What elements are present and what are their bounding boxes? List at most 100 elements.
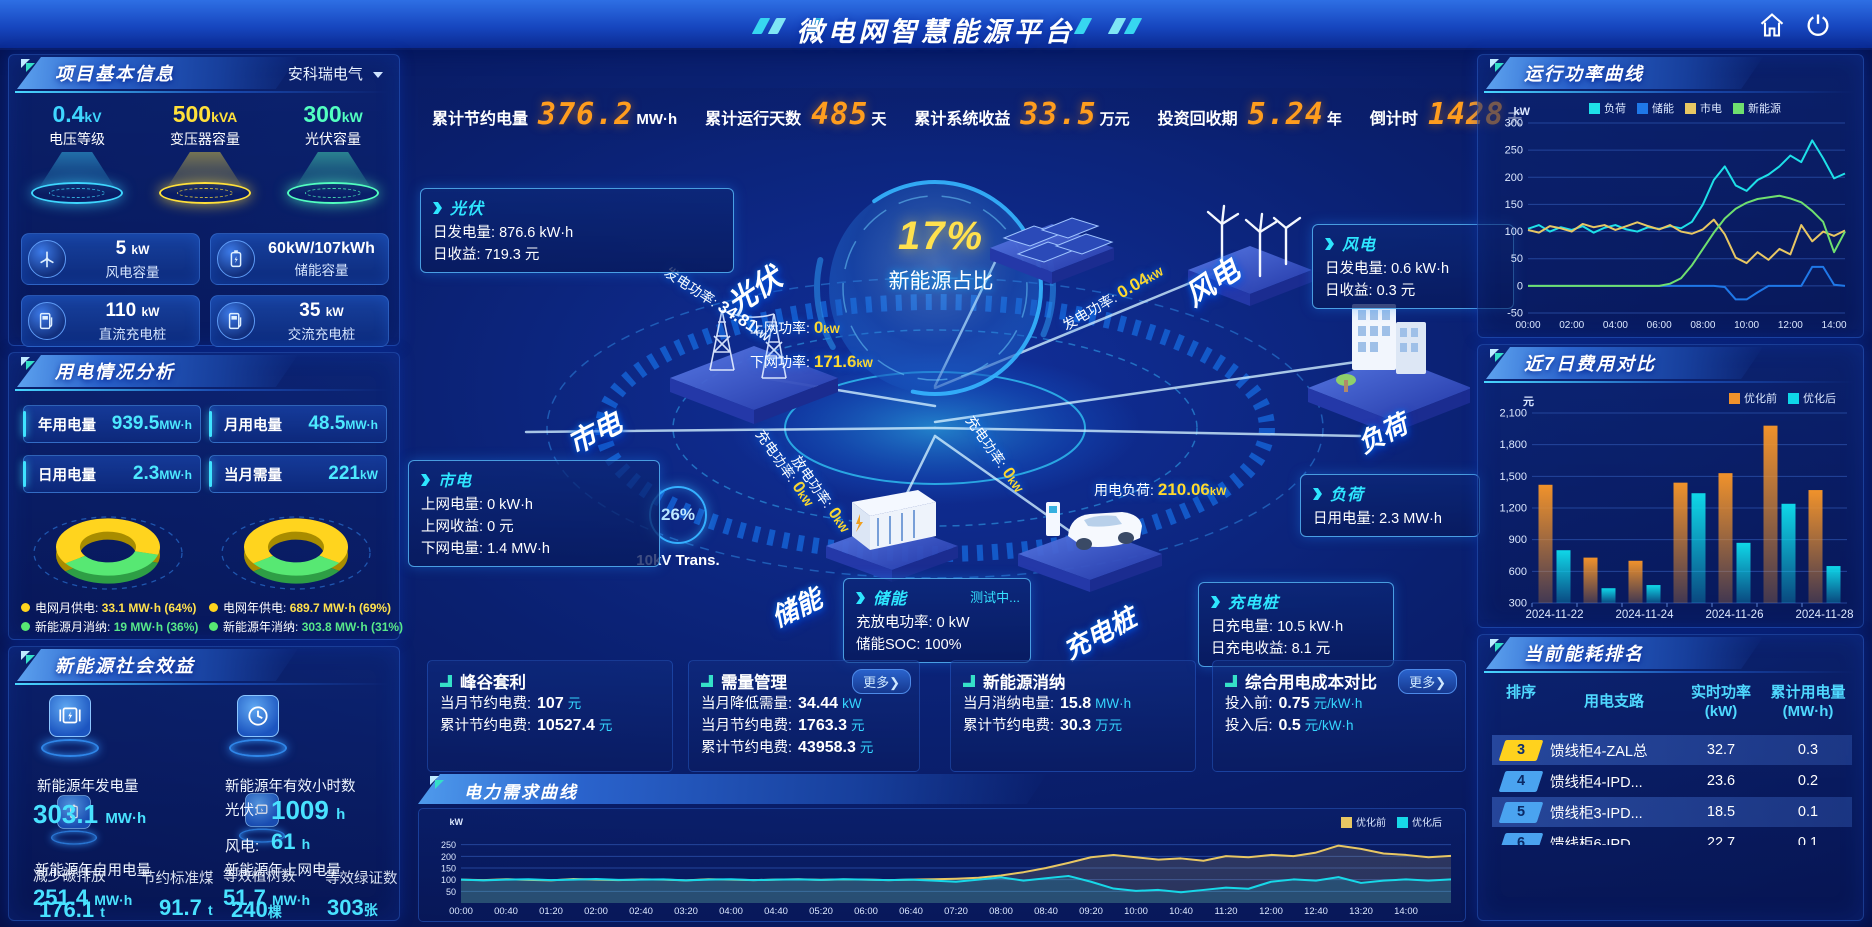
svg-text:优化前: 优化前	[1356, 816, 1386, 829]
svg-text:1,800: 1,800	[1499, 439, 1527, 451]
load-node-icon	[1308, 304, 1472, 434]
svg-text:10:00: 10:00	[1734, 320, 1759, 331]
svg-text:04:40: 04:40	[764, 906, 788, 917]
ring-base	[159, 182, 251, 204]
svg-text:1,200: 1,200	[1499, 503, 1527, 515]
chevron-right-icon	[856, 592, 865, 604]
value: 221	[328, 463, 360, 484]
peak-valley-panel: 峰谷套利 当月节约电费: 107 元 累计节约电费: 10527.4 元	[427, 660, 673, 772]
svg-text:07:20: 07:20	[944, 906, 968, 917]
power-button[interactable]	[1804, 11, 1832, 39]
svg-text:02:00: 02:00	[584, 906, 608, 917]
wind-node-icon	[1188, 204, 1312, 306]
flow-feedin-power: 上网功率: 0kW	[750, 318, 840, 337]
company-dropdown[interactable]: 安科瑞电气	[288, 63, 383, 84]
panel-corner-icon	[430, 776, 448, 792]
value: 2.3	[132, 463, 160, 484]
dc-charger-icon	[28, 302, 66, 340]
svg-text:02:40: 02:40	[629, 906, 653, 917]
svg-text:06:00: 06:00	[854, 906, 878, 917]
benefit-value: 51.7 MW·h	[223, 885, 311, 910]
label: 当月需量	[224, 467, 282, 484]
value: 60kW/107kWh	[268, 239, 375, 257]
svg-text:600: 600	[1509, 566, 1527, 578]
flow-load-power: 用电负荷: 210.06kW	[1094, 480, 1227, 499]
more-button[interactable]: 更多❯	[1398, 669, 1457, 694]
grid-info-box: 市电 上网电量: 0 kW·h 上网收益: 0 元 下网电量: 1.4 MW·h	[408, 460, 660, 567]
panel-corner-icon	[440, 675, 452, 687]
ring-base	[287, 182, 379, 204]
label: 年用电量	[38, 417, 96, 434]
svg-text:kW: kW	[450, 817, 464, 827]
svg-text:11:20: 11:20	[1214, 906, 1237, 917]
svg-text:02:00: 02:00	[1559, 320, 1584, 331]
rank-badge: 6	[1498, 832, 1544, 845]
panel-corner-icon	[963, 675, 975, 687]
svg-text:01:20: 01:20	[539, 906, 563, 917]
solar-board-icon	[49, 695, 91, 737]
panel-title: 新能源社会效益	[55, 656, 195, 676]
power-icon	[1807, 14, 1829, 36]
ring-base	[31, 182, 123, 204]
rank-badge: 5	[1498, 801, 1544, 823]
table-row[interactable]: 6 馈线柜6-IPD 22.7 0.1	[1492, 828, 1852, 845]
hours-pedestal	[227, 695, 289, 757]
charger-node-icon	[1018, 502, 1162, 592]
panel-energy-ranking: 当前能耗排名 排序 用电支路 实时功率 (kW) 累计用电量 (MW·h) 3 馈线…	[1477, 634, 1864, 921]
chevron-down-icon	[373, 72, 383, 79]
panel-corner-icon	[1490, 639, 1508, 655]
panel-project-info: 项目基本信息 安科瑞电气 0.4kV 电压等级 500kVA 变压器容量 300…	[8, 54, 400, 347]
title-deco-slash	[767, 18, 787, 34]
more-button[interactable]: 更多❯	[852, 669, 911, 694]
home-icon	[1760, 13, 1784, 37]
kpi-system-revenue: 累计系统收益 33.5 万元	[914, 96, 1130, 132]
benefit-value: 303张	[327, 895, 378, 920]
ranking-table: 排序 用电支路 实时功率 (kW) 累计用电量 (MW·h) 3 馈线柜4-ZAL总…	[1492, 683, 1852, 845]
svg-text:2024-11-26: 2024-11-26	[1706, 609, 1764, 621]
page-title: 微电网智慧能源平台	[796, 17, 1076, 47]
panel-cost-compare: 近7日费用对比 300 600 900 1,200 1,500 1,800 2,100 元 20…	[1477, 344, 1864, 628]
svg-text:200: 200	[441, 852, 456, 862]
chevron-right-icon	[433, 202, 442, 214]
kpi-bar: 累计节约电量 376.2 MW·h 累计运行天数 485 天 累计系统收益 33…	[418, 88, 1522, 140]
svg-text:03:20: 03:20	[674, 906, 698, 917]
table-row[interactable]: 5 馈线柜3-IPD... 18.5 0.1	[1492, 797, 1852, 827]
plug-icon	[245, 793, 279, 827]
label: 光伏容量	[305, 131, 361, 147]
svg-text:06:00: 06:00	[1647, 320, 1672, 331]
transformer-capacity: 500kVA 变压器容量	[146, 101, 264, 221]
value: 939.5	[111, 413, 160, 434]
panel-corner-icon	[21, 59, 39, 75]
title-deco-slash	[751, 18, 771, 34]
year-donut-legend: 电网年供电: 689.7 MW·h (69%) 新能源年消纳: 303.8 MW…	[209, 599, 403, 637]
svg-text:250: 250	[1505, 145, 1523, 157]
energy-flow-stage: 17% 新能源占比 光伏 风电 市电 负荷 储能 充电桩 发电功率:34.81k…	[408, 136, 1472, 665]
renewable-share: 17% 新能源占比	[856, 214, 1026, 295]
svg-text:06:40: 06:40	[899, 906, 923, 917]
benefit-label: 新能源年发电量	[37, 779, 139, 795]
table-row[interactable]: 4 馈线柜4-IPD... 23.6 0.2	[1492, 766, 1852, 796]
panel-power-curve: 运行功率曲线 -50 0 50 100 150 200 250 300 kW 00:00 02:00…	[1477, 54, 1864, 338]
label: 风电容量	[105, 264, 160, 280]
svg-text:10:40: 10:40	[1169, 906, 1193, 917]
label: 直流充电桩	[98, 326, 167, 342]
svg-text:100: 100	[1505, 226, 1523, 238]
pv-hours-value: 1009 h	[271, 795, 346, 825]
title-deco-slash	[1123, 18, 1143, 34]
panel-header: 当前能耗排名	[1478, 635, 1863, 673]
power-curve-chart: -50 0 50 100 150 200 250 300 kW 00:00 02:00 04:00 06…	[1484, 97, 1857, 333]
month-donut-legend: 电网月供电: 33.1 MW·h (64%) 新能源月消纳: 19 MW·h (…	[21, 599, 211, 637]
load-info-box: 负荷 日用电量: 2.3 MW·h	[1300, 474, 1480, 537]
value: 35	[299, 299, 321, 321]
flow-downfeed-power: 下网功率: 171.6kW	[750, 352, 873, 371]
svg-text:0: 0	[1517, 280, 1523, 292]
value: 300	[303, 101, 342, 127]
panel-header: 新能源社会效益	[9, 647, 399, 685]
table-row[interactable]: 3 馈线柜4-ZAL总 32.7 0.3	[1492, 735, 1852, 765]
svg-text:09:20: 09:20	[1079, 906, 1103, 917]
panel-title: 需量管理	[721, 674, 787, 692]
svg-text:负荷: 负荷	[1604, 101, 1626, 115]
home-button[interactable]	[1758, 11, 1786, 39]
panel-header: 项目基本信息 安科瑞电气	[9, 55, 399, 93]
day-usage-stat: 日用电量 2.3MW·h	[23, 455, 201, 493]
